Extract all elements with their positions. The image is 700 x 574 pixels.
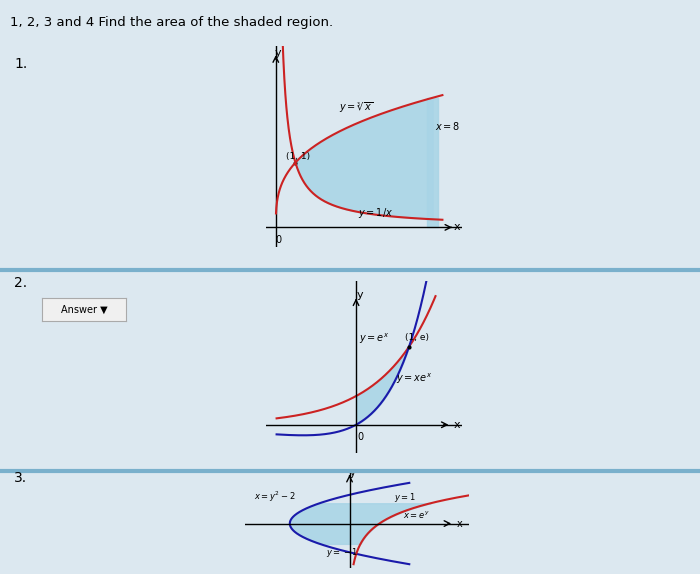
Text: y: y <box>274 48 281 57</box>
Text: y: y <box>357 290 363 300</box>
Text: $y=e^x$: $y=e^x$ <box>358 331 389 346</box>
Text: $x=e^y$: $x=e^y$ <box>403 510 430 521</box>
Text: $y=\sqrt[3]{x}$: $y=\sqrt[3]{x}$ <box>339 100 373 115</box>
Text: 1, 2, 3 and 4 Find the area of the shaded region.: 1, 2, 3 and 4 Find the area of the shade… <box>10 16 334 29</box>
Text: 0: 0 <box>276 235 282 245</box>
Text: $x=8$: $x=8$ <box>435 120 460 132</box>
Text: 2.: 2. <box>14 276 27 289</box>
Text: $y=xe^x$: $y=xe^x$ <box>395 371 432 386</box>
Text: $y=1$: $y=1$ <box>394 491 416 504</box>
Text: Answer ▼: Answer ▼ <box>61 305 107 315</box>
Text: 3.: 3. <box>14 471 27 484</box>
Text: x: x <box>454 420 461 430</box>
Text: $x=y^2-2$: $x=y^2-2$ <box>254 490 295 504</box>
Text: 0: 0 <box>357 432 363 442</box>
Text: x: x <box>457 518 463 529</box>
Text: (1, 1): (1, 1) <box>286 152 309 161</box>
Text: (1, e): (1, e) <box>405 333 429 342</box>
Text: y: y <box>349 468 356 478</box>
Text: 1.: 1. <box>14 57 27 71</box>
Text: $y=-1$: $y=-1$ <box>326 546 358 559</box>
Text: x: x <box>453 222 460 232</box>
Text: $y=1/x$: $y=1/x$ <box>358 205 393 220</box>
